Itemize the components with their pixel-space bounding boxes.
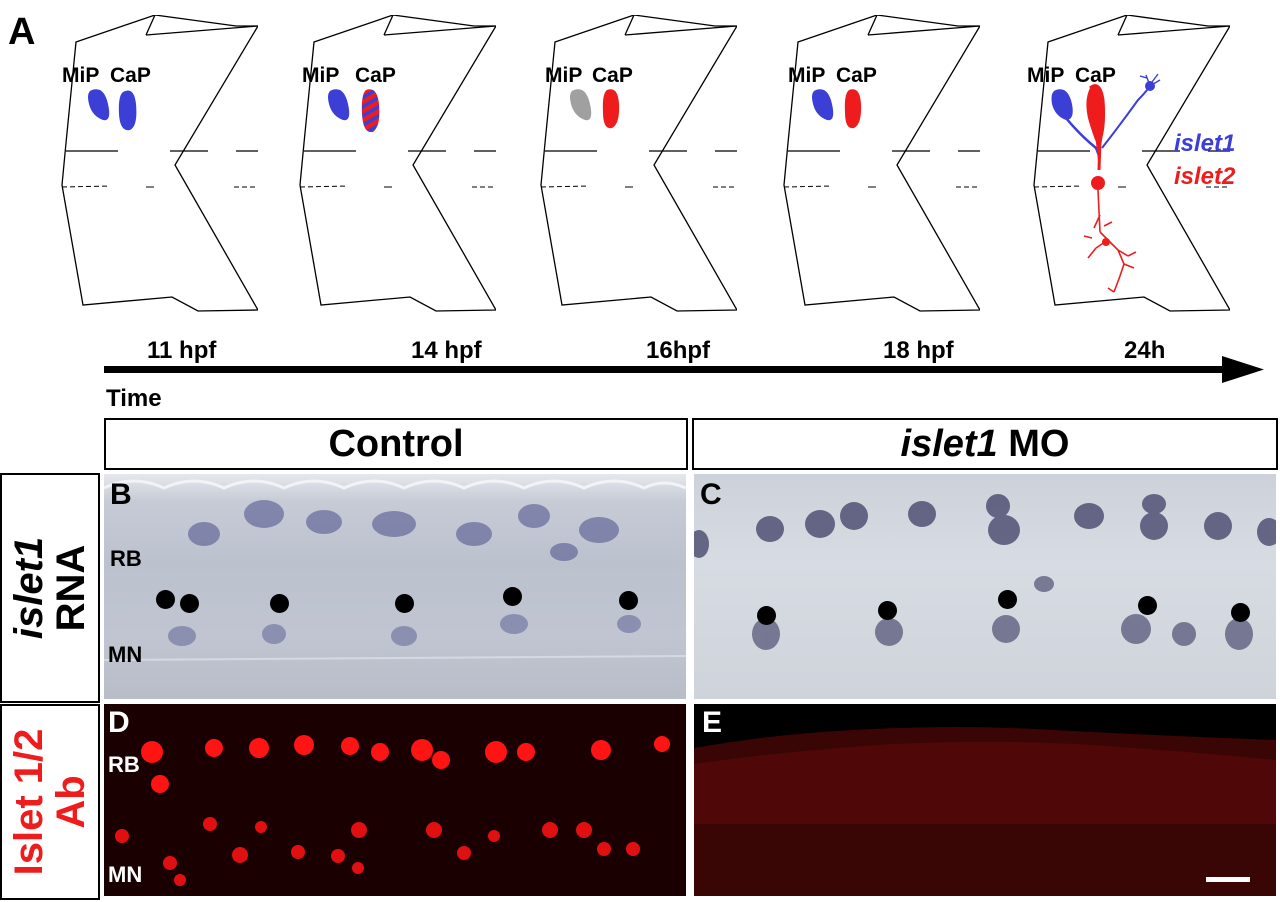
mip-label-16hpf: MiP xyxy=(545,64,582,87)
segment-outline-11hpf xyxy=(61,15,258,312)
panel-c-art xyxy=(694,494,1276,650)
panel-d-art xyxy=(104,704,686,896)
row-rna-suffix: RNA xyxy=(49,544,93,632)
motor-neuron-marker xyxy=(156,590,175,609)
morphant-suffix: MO xyxy=(997,422,1070,465)
morphant-label: islet1 MO xyxy=(901,423,1070,466)
segment-diagrams xyxy=(61,15,1230,312)
column-header-control: Control xyxy=(104,418,688,470)
cap-neuron-24h xyxy=(1083,84,1137,293)
mip-label-11hpf: MiP xyxy=(62,64,99,87)
panel-b-image: B RB MN xyxy=(104,474,686,699)
time-arrow-head xyxy=(1222,356,1264,383)
panel-d-mn-label: MN xyxy=(108,862,143,887)
cap-cell-14hpf xyxy=(361,89,380,133)
panel-a-label: A xyxy=(8,11,35,53)
row-ab-line1: Islet 1/2 xyxy=(7,728,51,876)
cap-cell-16hpf xyxy=(602,89,620,129)
panel-d-image: D RB MN xyxy=(104,704,686,896)
motor-neuron-marker xyxy=(270,594,289,613)
mip-cell-11hpf xyxy=(88,89,110,121)
time-label-18hpf: 18 hpf xyxy=(883,337,955,364)
motor-neuron-marker xyxy=(878,601,897,620)
motor-neuron-marker xyxy=(757,606,776,625)
motor-neuron-marker xyxy=(395,594,414,613)
panel-e-art xyxy=(694,727,1276,896)
mip-cell-16hpf xyxy=(570,89,592,121)
mip-neuron-24h xyxy=(1051,73,1161,159)
panel-c-label: C xyxy=(700,478,722,511)
motor-neuron-marker xyxy=(1231,603,1250,622)
time-arrow-shaft xyxy=(104,366,1230,373)
scale-bar xyxy=(1206,877,1250,882)
row-rna-gene: islet1 xyxy=(7,536,51,640)
cap-cell-11hpf xyxy=(118,90,137,131)
cap-label-16hpf: CaP xyxy=(592,64,633,87)
motor-neuron-marker xyxy=(1138,596,1157,615)
mip-cell-14hpf xyxy=(328,89,350,121)
motor-neuron-marker xyxy=(503,587,522,606)
time-label-14hpf: 14 hpf xyxy=(411,337,483,364)
time-label-11hpf: 11 hpf xyxy=(147,337,217,364)
time-label-24h: 24h xyxy=(1124,337,1165,364)
cap-label-14hpf: CaP xyxy=(355,64,396,87)
segment-outline-14hpf xyxy=(299,15,496,312)
cap-label-11hpf: CaP xyxy=(110,64,151,87)
mip-label-24h: MiP xyxy=(1027,64,1064,87)
panel-e-image: E xyxy=(694,704,1276,896)
time-label-16hpf: 16hpf xyxy=(646,337,711,364)
legend-islet2: islet2 xyxy=(1174,163,1236,190)
panel-b-art xyxy=(104,479,686,661)
column-header-islet1-mo: islet1 MO xyxy=(692,418,1278,470)
cap-cell-18hpf xyxy=(844,89,862,129)
panel-d-rb-label: RB xyxy=(108,752,140,777)
control-label: Control xyxy=(328,422,464,465)
panel-b-rb-label: RB xyxy=(110,546,142,571)
mip-label-18hpf: MiP xyxy=(788,64,825,87)
panel-e-label: E xyxy=(702,706,723,739)
legend-islet1: islet1 xyxy=(1174,130,1235,157)
motor-neuron-marker xyxy=(180,594,199,613)
row-header-rna: islet1 RNA xyxy=(0,473,100,703)
row-rna-label: islet1 RNA xyxy=(7,536,93,640)
motor-neuron-marker xyxy=(619,591,638,610)
segment-outline-18hpf xyxy=(783,15,980,312)
row-ab-line2: Ab xyxy=(49,775,93,829)
segment-outline-16hpf xyxy=(540,15,737,312)
motor-neuron-marker xyxy=(998,590,1017,609)
row-header-ab: Islet 1/2 Ab xyxy=(0,704,100,900)
morphant-gene: islet1 xyxy=(900,422,998,465)
panel-b-mn-label: MN xyxy=(108,642,143,667)
mip-cell-18hpf xyxy=(812,89,834,121)
panel-d-label: D xyxy=(108,706,130,739)
panel-b-label: B xyxy=(110,478,132,511)
cap-label-24h: CaP xyxy=(1075,64,1116,87)
mip-label-14hpf: MiP xyxy=(302,64,339,87)
row-ab-label: Islet 1/2 Ab xyxy=(7,728,93,876)
time-axis-label: Time xyxy=(106,385,162,412)
panel-c-image: C xyxy=(694,474,1276,699)
cap-label-18hpf: CaP xyxy=(836,64,877,87)
